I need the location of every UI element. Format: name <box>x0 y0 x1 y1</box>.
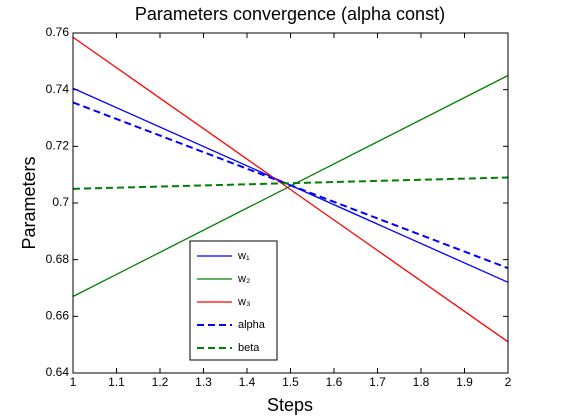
y-tick-label: 0.76 <box>46 25 70 39</box>
y-axis-label: Parameters <box>19 156 39 249</box>
legend-box <box>189 240 278 361</box>
x-tick-label: 1.9 <box>456 375 473 389</box>
legend-label: w₃ <box>237 296 250 308</box>
x-tick-label: 1.3 <box>195 375 212 389</box>
y-tick-label: 0.64 <box>46 365 70 379</box>
y-tick-label: 0.74 <box>46 82 70 96</box>
y-tick-label: 0.72 <box>46 139 70 153</box>
y-tick-label: 0.7 <box>52 195 69 209</box>
legend-label: w₂ <box>237 273 250 285</box>
x-axis-label: Steps <box>267 395 313 415</box>
legend-label: beta <box>238 342 260 354</box>
axes-frame <box>72 32 509 374</box>
series-line <box>72 176 509 190</box>
x-tick-label: 1.6 <box>326 375 343 389</box>
chart-title: Parameters convergence (alpha const) <box>135 4 445 24</box>
legend-label: w₁ <box>237 250 250 262</box>
y-tick-label: 0.66 <box>46 309 70 323</box>
x-tick-label: 1.4 <box>239 375 256 389</box>
legend-label: alpha <box>238 319 266 331</box>
y-tick-label: 0.68 <box>46 252 70 266</box>
x-tick-label: 2 <box>505 375 512 389</box>
plot-area <box>73 33 508 373</box>
x-tick-label: 1.5 <box>282 375 299 389</box>
series-line <box>72 36 509 343</box>
series-line <box>72 101 509 270</box>
x-tick-label: 1.7 <box>369 375 386 389</box>
x-tick-label: 1 <box>70 375 77 389</box>
x-tick-label: 1.1 <box>108 375 125 389</box>
x-tick-label: 1.2 <box>152 375 169 389</box>
x-tick-label: 1.8 <box>413 375 430 389</box>
